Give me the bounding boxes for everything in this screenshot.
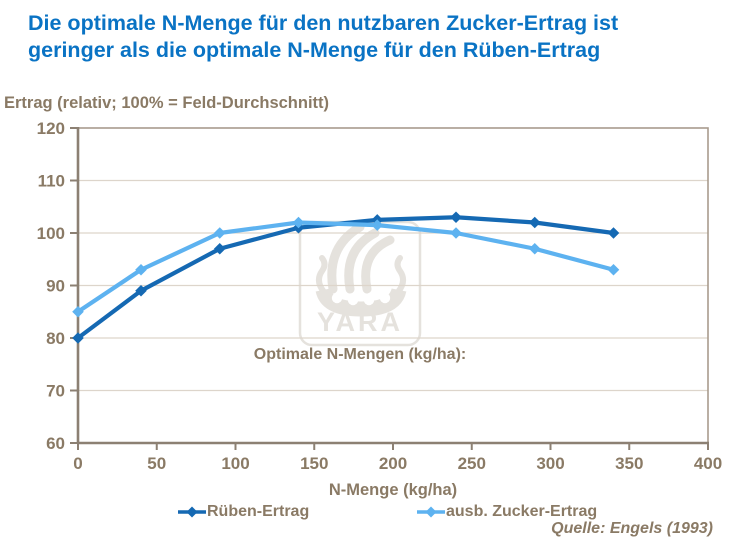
ship-stern-icon xyxy=(394,255,406,295)
data-point-marker xyxy=(607,263,620,276)
x-tick-label: 200 xyxy=(379,454,407,473)
chart-annotation: Optimale N-Mengen (kg/ha): xyxy=(253,346,467,363)
data-point-marker xyxy=(528,216,541,229)
data-point-marker xyxy=(213,242,226,255)
data-point-marker xyxy=(213,227,226,239)
ship-sail-stroke-icon xyxy=(327,222,365,294)
legend-marker-rueben-icon xyxy=(178,506,206,518)
series-line-1 xyxy=(75,220,616,314)
y-tick-label: 80 xyxy=(46,329,65,348)
legend-item-zucker-ertrag: ausb. Zucker-Ertrag xyxy=(417,503,597,521)
x-tick-label: 250 xyxy=(458,454,486,473)
x-tick-label: 0 xyxy=(73,454,82,473)
legend-label-rueben: Rüben-Ertrag xyxy=(207,503,310,520)
ship-sail-stroke-icon xyxy=(361,235,395,294)
data-point-marker xyxy=(135,284,147,297)
page-title-line2: geringer als die optimale N-Menge für de… xyxy=(28,38,601,62)
x-tick-label: 150 xyxy=(300,454,328,473)
source-credit: Quelle: Engels (1993) xyxy=(551,520,713,537)
data-point-marker xyxy=(292,216,305,229)
data-point-marker xyxy=(528,242,541,255)
page-title-line1: Die optimale N-Menge für den nutzbaren Z… xyxy=(28,11,619,35)
ship-prow-icon xyxy=(316,255,328,295)
data-point-marker xyxy=(72,305,84,318)
x-tick-label: 350 xyxy=(615,454,643,473)
data-point-marker xyxy=(72,332,84,344)
ship-sail-stroke-icon xyxy=(344,228,380,294)
ship-shield-icon xyxy=(363,294,375,306)
y-tick-label: 120 xyxy=(37,119,65,138)
legend-label-zucker: ausb. Zucker-Ertrag xyxy=(446,503,598,520)
y-tick-label: 70 xyxy=(46,382,65,401)
x-tick-label: 100 xyxy=(221,454,249,473)
ship-hull-icon xyxy=(315,287,407,317)
x-tick-label: 400 xyxy=(694,454,722,473)
yara-watermark: YARA xyxy=(298,220,422,347)
data-point-marker xyxy=(450,227,462,239)
data-point-marker xyxy=(450,211,462,224)
data-point-marker xyxy=(607,227,620,239)
x-tick-label: 50 xyxy=(147,454,166,473)
y-tick-label: 60 xyxy=(46,434,65,453)
ship-shield-icon xyxy=(379,292,391,304)
page-title: Die optimale N-Menge für den nutzbaren Z… xyxy=(28,10,718,64)
x-tick-label: 300 xyxy=(536,454,564,473)
legend-item-rueben-ertrag: Rüben-Ertrag xyxy=(178,503,309,521)
y-tick-label: 110 xyxy=(38,172,65,191)
data-point-marker xyxy=(135,263,147,276)
legend-marker-zucker-icon xyxy=(417,506,445,518)
ship-shield-icon xyxy=(331,292,343,304)
x-axis-title: N-Menge (kg/ha) xyxy=(328,481,458,499)
data-point-marker xyxy=(371,219,384,231)
y-tick-label: 90 xyxy=(46,277,65,296)
y-axis-title: Ertrag (relativ; 100% = Feld-Durchschnit… xyxy=(4,94,330,112)
ship-shield-icon xyxy=(347,294,359,306)
yara-watermark-text: YARA xyxy=(317,307,403,337)
y-tick-label: 100 xyxy=(37,224,65,243)
